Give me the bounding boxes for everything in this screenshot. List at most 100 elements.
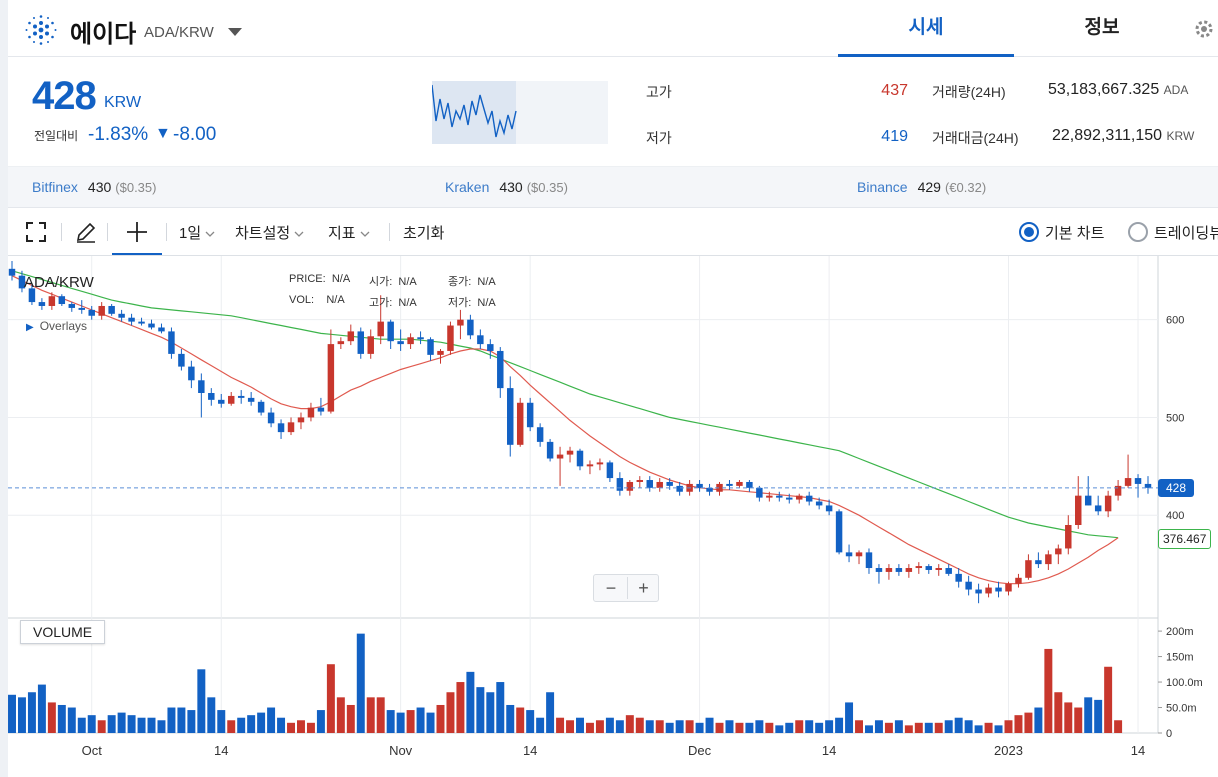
volume-bar: [117, 712, 126, 733]
x-tick-label: 14: [214, 743, 228, 758]
candle-body: [387, 321, 394, 342]
candle-body: [815, 501, 823, 506]
candle-body: [28, 288, 36, 303]
crosshair-icon[interactable]: [125, 220, 149, 244]
volume-bar: [655, 720, 664, 733]
candle-body: [636, 480, 644, 482]
volume-bar: [257, 712, 266, 733]
gear-icon[interactable]: [1193, 18, 1215, 40]
volume-bar: [297, 720, 305, 733]
tradingview-label[interactable]: 트레이딩뷰: [1154, 225, 1218, 242]
candle-body: [546, 441, 554, 459]
volume-bar: [874, 720, 883, 733]
tab-price[interactable]: 시세: [838, 0, 1014, 57]
volume-bar: [795, 720, 804, 733]
volume-bar: [745, 722, 754, 733]
ohlc-price: PRICE: N/A: [289, 273, 351, 285]
chart-canvas[interactable]: 600 500 400 Oct 14 Nov 14 Dec 14 2023 14 200m 150m 10…: [8, 256, 1218, 777]
pencil-icon[interactable]: [74, 220, 98, 244]
volume-bar: [506, 704, 515, 733]
candle-body: [1015, 577, 1022, 584]
x-tick-label: 14: [822, 743, 836, 758]
chevron-down-icon: [205, 231, 215, 237]
reset-button[interactable]: 초기화: [403, 225, 445, 242]
candle-body: [666, 481, 673, 486]
candle-body: [297, 417, 305, 423]
volume-bar: [287, 722, 295, 733]
candle-body: [945, 568, 952, 574]
candle-body: [48, 296, 56, 306]
volume-bar: [805, 720, 814, 733]
candle-body: [1104, 495, 1112, 512]
volume-pane-label: VOLUME: [20, 620, 106, 644]
ohlc-volume: VOL: N/A: [289, 294, 345, 306]
volume-bar: [785, 722, 794, 733]
candle-body: [1005, 583, 1012, 592]
candle-body: [287, 422, 295, 433]
candle-body: [696, 483, 703, 488]
volume-bar: [755, 720, 764, 733]
candle-body: [497, 350, 504, 389]
ohlc-close: 종가: N/A: [448, 276, 496, 288]
candle-body: [457, 319, 464, 326]
exchange-binance[interactable]: Binance 429 (€0.32): [857, 179, 987, 195]
volume-bar: [1084, 697, 1093, 733]
volume-bar: [1004, 720, 1013, 733]
tradingview-radio[interactable]: [1128, 222, 1148, 242]
exchange-kraken[interactable]: Kraken 430 ($0.35): [445, 179, 568, 195]
zoom-out-button[interactable]: −: [605, 578, 617, 598]
candle-body: [795, 495, 803, 500]
toolbar-divider: [389, 223, 390, 241]
volume-bar: [27, 692, 36, 733]
sparkline: [432, 81, 608, 144]
volume-bar: [924, 722, 933, 733]
candle-body: [407, 337, 414, 345]
candle-body: [367, 336, 374, 354]
candle-body: [1035, 560, 1042, 565]
tab-info[interactable]: 정보: [1084, 17, 1120, 38]
candle-body: [437, 350, 444, 355]
candle-body: [855, 552, 863, 557]
candle-body: [995, 587, 1002, 592]
candle-body: [756, 487, 763, 498]
chart-settings-dropdown[interactable]: 차트설정: [235, 222, 304, 243]
candle-body: [1144, 483, 1152, 488]
candle-body: [487, 344, 494, 351]
candle-body: [417, 337, 424, 340]
volume-bar: [1034, 707, 1043, 733]
fullscreen-icon[interactable]: [24, 220, 48, 244]
candle-body: [676, 485, 683, 492]
header: 에이다 ADA/KRW 시세 정보: [8, 0, 1218, 57]
overlays-toggle[interactable]: ▶ Overlays: [26, 319, 88, 333]
y-tick-label: 500: [1166, 412, 1184, 424]
volume-bar: [486, 692, 495, 733]
ma-value-badge: 376.467: [1158, 528, 1212, 549]
crosshair-tool[interactable]: [112, 208, 162, 255]
basic-chart-radio[interactable]: [1019, 222, 1039, 242]
indicators-dropdown[interactable]: 지표: [328, 222, 370, 243]
volume-bar: [615, 720, 624, 733]
volume-bar: [167, 707, 176, 733]
interval-dropdown[interactable]: 1일: [179, 222, 215, 243]
volume-bar: [227, 720, 236, 733]
candle-body: [566, 450, 574, 455]
ohlc-open: 시가: N/A: [369, 276, 417, 288]
volume-bar: [247, 715, 256, 733]
low-label: 저가: [646, 130, 672, 146]
candle-body: [925, 566, 933, 570]
volume-bar: [127, 715, 136, 733]
candle-body: [706, 487, 713, 492]
volume-tick-label: 150m: [1166, 652, 1194, 664]
volume-bar: [277, 717, 286, 733]
price-chart[interactable]: 600 500 400 Oct 14 Nov 14 Dec 14 2023 14 200m 150m 10…: [8, 256, 1218, 777]
candle-body: [347, 331, 355, 342]
volume-bar: [715, 722, 724, 733]
zoom-in-button[interactable]: +: [627, 577, 659, 599]
last-price-badge: 428: [1158, 478, 1194, 497]
coin-dropdown-icon[interactable]: [226, 26, 244, 38]
basic-chart-label[interactable]: 기본 차트: [1045, 225, 1105, 242]
exchange-bitfinex[interactable]: Bitfinex 430 ($0.35): [32, 179, 157, 195]
x-tick-label: Nov: [389, 743, 413, 758]
volume-bar: [1064, 702, 1073, 733]
volume-bar: [87, 715, 96, 733]
